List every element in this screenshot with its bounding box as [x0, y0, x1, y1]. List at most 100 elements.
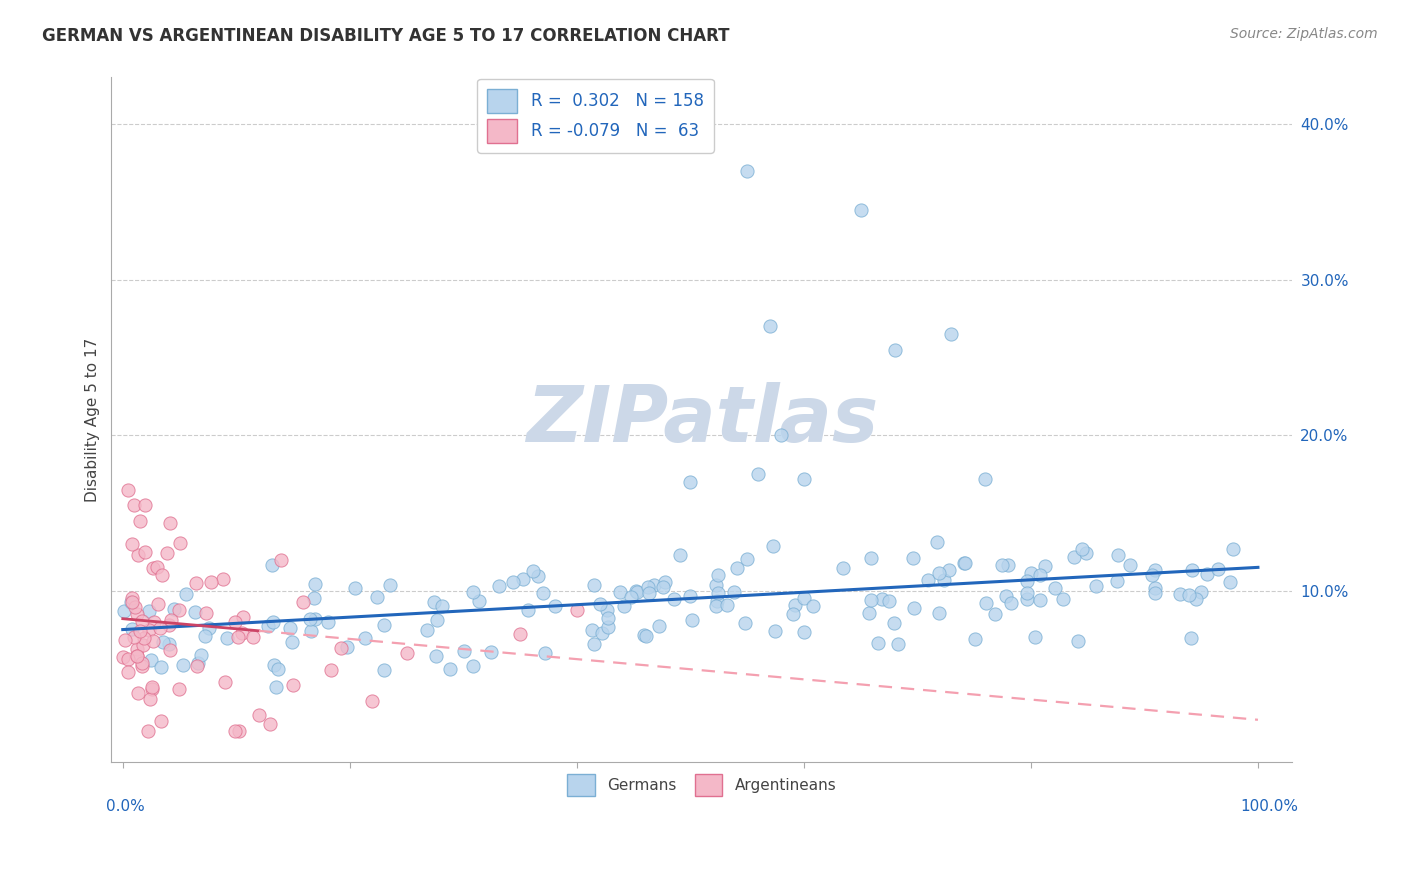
Point — [211, 572, 233, 586]
Point — [591, 626, 613, 640]
Point — [633, 627, 655, 641]
Point — [596, 611, 619, 625]
Point — [302, 591, 325, 605]
Point — [759, 319, 782, 334]
Point — [426, 613, 449, 627]
Point — [531, 586, 554, 600]
Point — [997, 558, 1019, 573]
Point — [928, 566, 950, 580]
Point — [127, 649, 149, 664]
Point — [735, 163, 758, 178]
Point — [785, 598, 807, 612]
Point — [581, 623, 603, 637]
Point — [231, 626, 253, 640]
Point — [129, 624, 152, 639]
Point — [928, 606, 950, 620]
Point — [423, 595, 446, 609]
Point — [917, 573, 939, 587]
Point — [643, 577, 665, 591]
Point — [416, 623, 439, 637]
Point — [565, 603, 588, 617]
Point — [793, 472, 815, 486]
Point — [782, 607, 804, 621]
Point — [190, 648, 212, 662]
Point — [242, 630, 264, 644]
Point — [267, 662, 290, 676]
Point — [136, 723, 159, 738]
Point — [509, 627, 531, 641]
Point — [124, 630, 146, 644]
Point — [613, 599, 636, 613]
Point — [1180, 631, 1202, 645]
Point — [1052, 592, 1074, 607]
Point — [270, 553, 292, 567]
Point — [1029, 592, 1052, 607]
Point — [1017, 585, 1039, 599]
Point — [1015, 591, 1038, 606]
Point — [1021, 566, 1043, 580]
Point — [664, 592, 686, 607]
Point — [707, 585, 730, 599]
Point — [858, 607, 880, 621]
Point — [226, 630, 249, 644]
Point — [257, 619, 280, 633]
Point — [651, 580, 673, 594]
Point — [111, 649, 134, 664]
Point — [1222, 542, 1244, 557]
Point — [502, 575, 524, 590]
Point — [124, 599, 146, 614]
Point — [654, 575, 676, 590]
Point — [259, 717, 281, 731]
Point — [681, 613, 703, 627]
Point — [344, 581, 367, 595]
Point — [200, 575, 222, 590]
Point — [522, 564, 544, 578]
Point — [122, 498, 145, 512]
Point — [298, 612, 321, 626]
Point — [143, 615, 166, 629]
Point — [859, 593, 882, 607]
Point — [117, 652, 139, 666]
Point — [1024, 630, 1046, 644]
Point — [883, 343, 905, 357]
Point — [706, 593, 728, 607]
Point — [1168, 587, 1191, 601]
Point — [224, 723, 246, 738]
Point — [453, 644, 475, 658]
Point — [121, 595, 143, 609]
Point — [991, 558, 1014, 572]
Point — [139, 653, 162, 667]
Point — [1181, 563, 1204, 577]
Point — [860, 551, 883, 566]
Point — [620, 590, 643, 604]
Point — [228, 723, 250, 738]
Point — [186, 576, 208, 591]
Point — [903, 600, 925, 615]
Point — [1063, 549, 1085, 564]
Point — [156, 546, 179, 560]
Point — [142, 634, 165, 648]
Point — [1071, 541, 1094, 556]
Legend: Germans, Argentineans: Germans, Argentineans — [561, 768, 842, 802]
Point — [1035, 559, 1057, 574]
Point — [1140, 567, 1163, 582]
Point — [193, 629, 215, 643]
Point — [127, 686, 149, 700]
Point — [1074, 546, 1097, 560]
Point — [373, 617, 395, 632]
Point — [395, 646, 418, 660]
Point — [159, 516, 181, 530]
Point — [117, 483, 139, 497]
Point — [747, 467, 769, 481]
Point — [264, 680, 287, 694]
Point — [1143, 586, 1166, 600]
Point — [114, 633, 136, 648]
Point — [1043, 582, 1066, 596]
Point — [626, 584, 648, 599]
Point — [1144, 563, 1167, 577]
Point — [1197, 567, 1219, 582]
Point — [292, 594, 315, 608]
Point — [224, 615, 246, 629]
Point — [704, 599, 727, 613]
Point — [146, 560, 169, 574]
